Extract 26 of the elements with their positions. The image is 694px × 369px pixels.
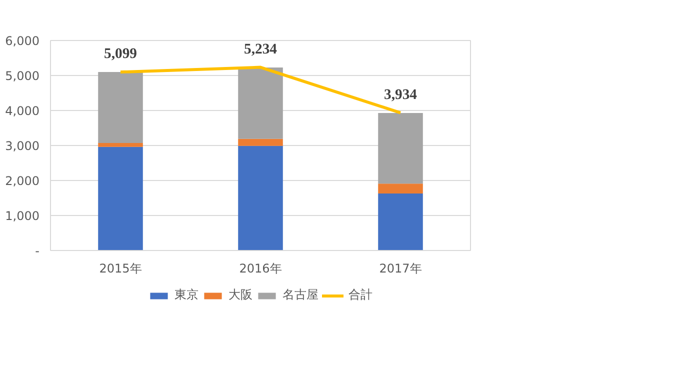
data-label: 5,099 <box>104 46 137 62</box>
bar <box>98 143 143 147</box>
bar <box>238 138 283 146</box>
y-tick-label: - <box>35 244 40 258</box>
x-tick-label: 2016年 <box>239 262 282 276</box>
bar <box>378 112 423 184</box>
bar <box>98 72 143 144</box>
legend-label: 名古屋 <box>282 286 318 304</box>
bar <box>238 146 283 250</box>
legend-label: 東京 <box>174 286 198 304</box>
bar <box>98 146 143 250</box>
y-tick-label: 1,000 <box>5 209 40 223</box>
y-tick-label: 4,000 <box>5 104 40 118</box>
data-label: 5,234 <box>244 41 278 58</box>
x-tick-label: 2017年 <box>379 262 422 276</box>
y-tick-label: 5,000 <box>5 69 40 83</box>
legend-label: 大阪 <box>228 286 252 304</box>
y-tick-label: 2,000 <box>5 174 40 188</box>
bar <box>378 184 423 194</box>
x-tick-label: 2015年 <box>99 262 142 276</box>
bar <box>238 67 283 139</box>
data-label: 3,934 <box>384 86 418 103</box>
bar <box>378 193 423 250</box>
y-tick-label: 6,000 <box>5 34 40 48</box>
y-tick-label: 3,000 <box>5 139 40 153</box>
legend-label: 合計 <box>348 286 372 304</box>
